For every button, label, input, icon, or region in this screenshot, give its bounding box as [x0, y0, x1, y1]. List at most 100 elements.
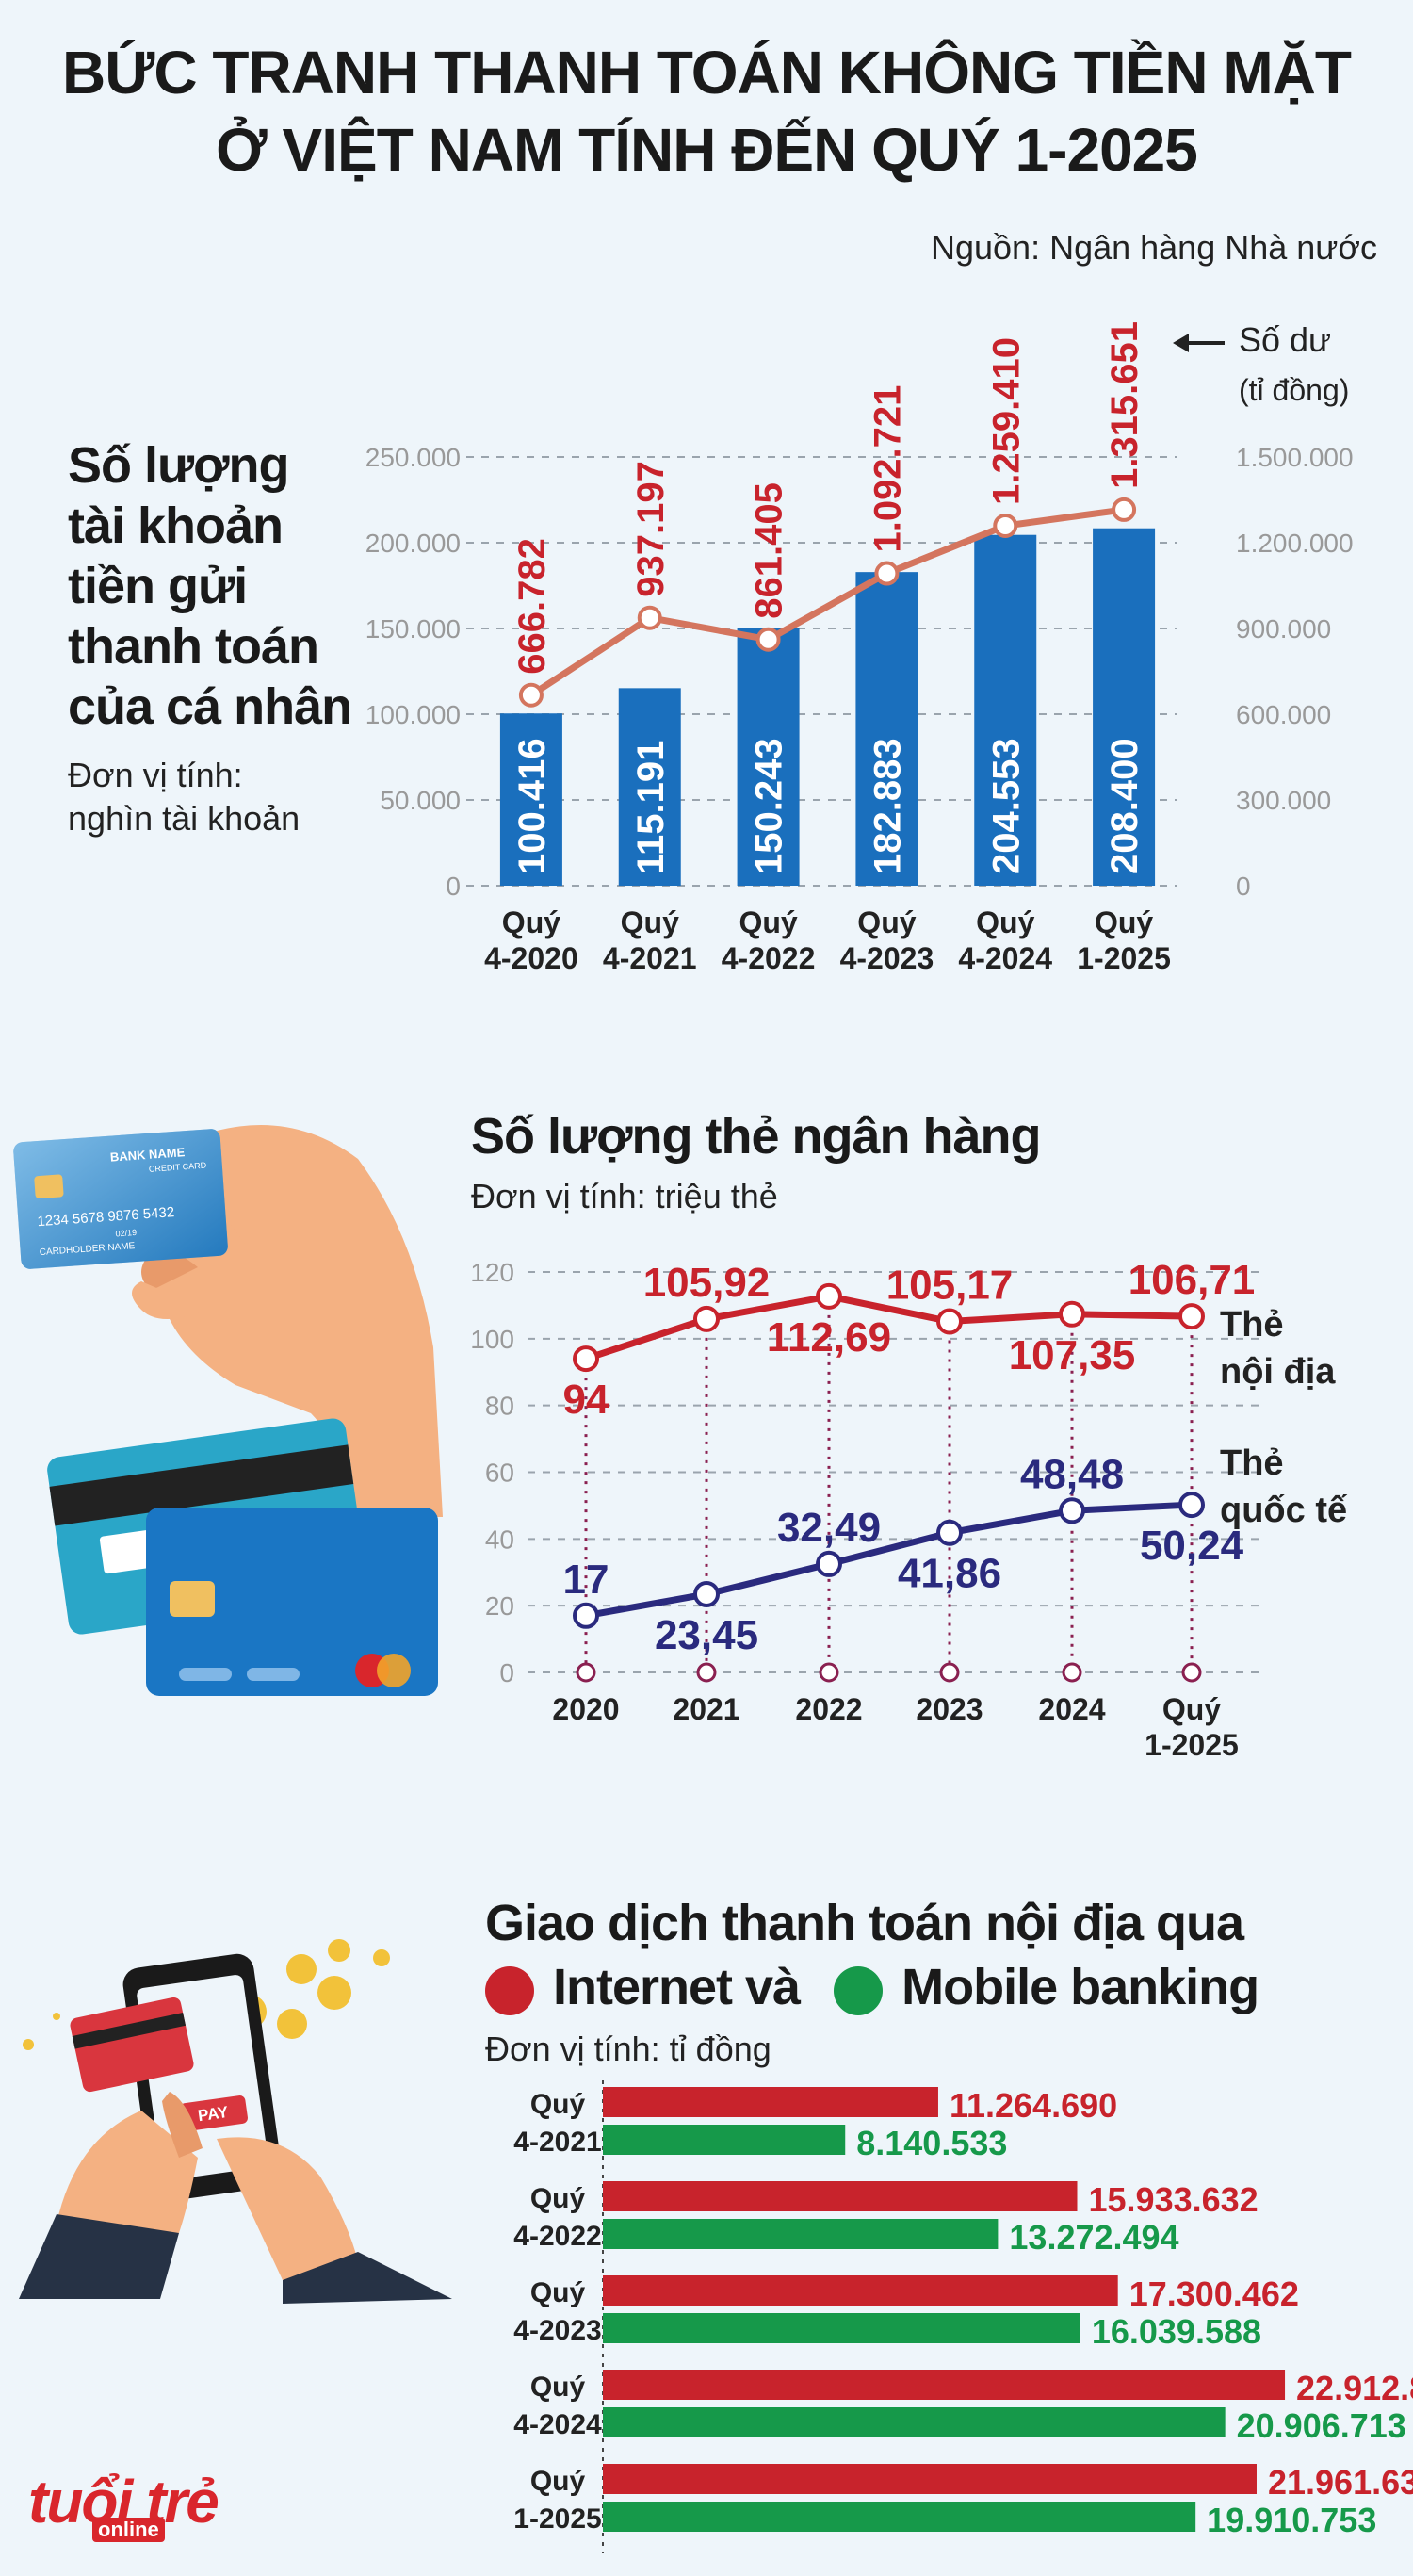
balance-axis-label: Số dư — [1239, 320, 1331, 359]
domestic-line — [584, 1293, 1193, 1362]
category-label: Quý — [530, 2277, 586, 2308]
category-label: 2023 — [916, 1692, 983, 1726]
balance-arrow-head — [1173, 334, 1189, 352]
source-note: Nguồn: Ngân hàng Nhà nước — [930, 228, 1377, 267]
card-bank-name: BANK NAME — [109, 1145, 186, 1165]
balance-axis-label: (tỉ đồng) — [1239, 373, 1349, 407]
category-label: 4-2023 — [513, 2315, 601, 2346]
right-tick-label: 900.000 — [1236, 614, 1331, 644]
mobile-bar — [603, 2125, 846, 2155]
guide-base-dot — [1062, 1662, 1082, 1683]
international-label: 23,45 — [655, 1612, 758, 1658]
mobile-bar — [603, 2313, 1080, 2343]
balance-point — [518, 682, 544, 708]
tick-label: 60 — [485, 1459, 514, 1488]
balance-point — [993, 513, 1018, 538]
balance-point — [1112, 497, 1137, 522]
account-bar — [855, 572, 918, 886]
internet-bar-label: 11.264.690 — [950, 2086, 1117, 2125]
account-bar — [1093, 528, 1156, 886]
domestic-label: 105,92 — [643, 1260, 771, 1306]
balance-point — [874, 561, 900, 586]
tick-label: 20 — [485, 1591, 514, 1621]
category-label: 4-2020 — [484, 941, 578, 975]
section2-unit: Đơn vị tính: triệu thẻ — [471, 1177, 778, 1215]
category-label: Quý — [857, 905, 916, 939]
domestic-label: 106,71 — [1129, 1257, 1256, 1303]
internet-bar — [603, 2370, 1286, 2400]
account-bar-label: 204.553 — [985, 738, 1027, 874]
account-bar-label: 208.400 — [1104, 738, 1145, 874]
section1-label: Số lượng tài khoản tiền gửi thanh toán c… — [68, 435, 352, 737]
internet-bar — [603, 2464, 1257, 2494]
category-label: Quý — [530, 2372, 586, 2403]
section3-unit: Đơn vị tính: tỉ đồng — [485, 2030, 771, 2068]
international-point — [1178, 1492, 1205, 1519]
section1-unit-line: nghìn tài khoản — [68, 799, 300, 838]
mobile-payment-illustration: PAY — [19, 1939, 452, 2304]
category-label: 4-2023 — [840, 941, 934, 975]
category-label: 2021 — [673, 1692, 739, 1726]
balance-label: 1.315.651 — [1104, 321, 1145, 489]
category-label: 1-2025 — [513, 2503, 601, 2535]
domestic-point — [693, 1305, 720, 1332]
right-tick-label: 0 — [1236, 872, 1251, 901]
left-tick-label: 150.000 — [365, 614, 461, 644]
tick-label: 100 — [470, 1325, 514, 1354]
international-label: 32,49 — [777, 1505, 881, 1551]
account-bar — [974, 534, 1037, 886]
internet-bar-label: 17.300.462 — [1129, 2274, 1299, 2313]
guide-base-dot — [576, 1662, 596, 1683]
international-label: 50,24 — [1140, 1523, 1244, 1569]
section1-label-line: Số lượng — [68, 437, 289, 494]
section1-label-line: của cá nhân — [68, 678, 352, 735]
section1-label-line: thanh toán — [68, 618, 319, 675]
international-label: 48,48 — [1020, 1451, 1124, 1497]
left-tick-label: 0 — [446, 872, 461, 901]
tick-label: 120 — [470, 1258, 514, 1287]
category-label: Quý — [621, 905, 679, 939]
balance-line — [529, 506, 1125, 698]
domestic-series-label: nội địa — [1220, 1352, 1336, 1392]
account-bar-label: 115.191 — [630, 741, 672, 874]
guide-base-dot — [819, 1662, 839, 1683]
domestic-point — [1178, 1303, 1205, 1330]
mobile-bar — [603, 2407, 1226, 2437]
mobile-bar-label: 16.039.588 — [1092, 2312, 1261, 2351]
tick-label: 0 — [499, 1658, 514, 1687]
right-tick-label: 300.000 — [1236, 786, 1331, 815]
category-label: Quý — [1095, 905, 1153, 939]
category-label: 4-2024 — [513, 2409, 602, 2440]
tick-label: 40 — [485, 1524, 514, 1554]
international-label: 17 — [563, 1557, 609, 1603]
card-expiry: 02/19 — [115, 1228, 137, 1239]
internet-bar — [603, 2181, 1078, 2211]
internet-bar-label: 22.912.835 — [1296, 2369, 1413, 2407]
category-label: 4-2024 — [958, 941, 1052, 975]
balance-point — [755, 627, 781, 652]
balance-label: 861.405 — [749, 482, 790, 619]
domestic-point — [573, 1345, 599, 1373]
account-bar — [499, 713, 562, 886]
page-title-line-2: Ở VIỆT NAM TÍNH ĐẾN QUÝ 1-2025 — [216, 116, 1198, 184]
card-type: CREDIT CARD — [149, 1161, 207, 1174]
left-tick-label: 250.000 — [365, 443, 461, 472]
mobile-legend-dot — [834, 1965, 884, 2015]
category-label: 2020 — [552, 1692, 619, 1726]
international-line — [585, 1501, 1193, 1620]
right-tick-label: 1.200.000 — [1236, 529, 1354, 558]
section3-legend: Internet và Mobile banking — [485, 1958, 1259, 2016]
domestic-series-label: Thẻ — [1220, 1305, 1284, 1345]
internet-legend-label: Internet và — [553, 1959, 801, 2015]
internet-bar-label: 21.961.638 — [1268, 2463, 1413, 2502]
internet-bar — [603, 2087, 938, 2117]
section1-unit-line: Đơn vị tính: — [68, 756, 243, 794]
credit-card-hand-illustration: BANK NAME CREDIT CARD 1234 5678 9876 543… — [13, 1125, 443, 1696]
category-label: 2024 — [1038, 1692, 1105, 1726]
section2-title: Số lượng thẻ ngân hàng — [471, 1108, 1041, 1165]
category-label: Quý — [1162, 1692, 1221, 1726]
internet-legend-dot — [485, 1965, 534, 2015]
balance-label: 666.782 — [512, 538, 553, 675]
domestic-point — [1059, 1300, 1085, 1328]
